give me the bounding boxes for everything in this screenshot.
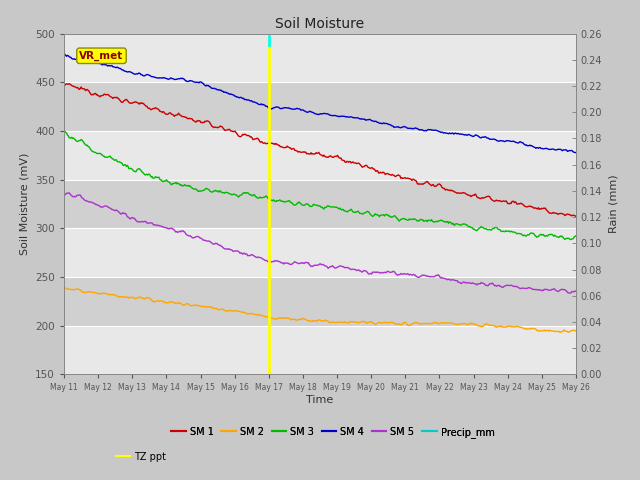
Bar [64, 131, 576, 180]
Text: VR_met: VR_met [79, 51, 124, 61]
Legend: SM 1, SM 2, SM 3, SM 4, SM 5, Precip_mm: SM 1, SM 2, SM 3, SM 4, SM 5, Precip_mm [167, 423, 499, 442]
Bar [64, 82, 576, 131]
Bar [64, 34, 576, 82]
Legend: TZ ppt: TZ ppt [111, 448, 170, 466]
Y-axis label: Soil Moisture (mV): Soil Moisture (mV) [20, 153, 29, 255]
Bar [64, 228, 576, 277]
Bar [64, 326, 576, 374]
X-axis label: Time: Time [307, 395, 333, 405]
Bar [64, 180, 576, 228]
Title: Soil Moisture: Soil Moisture [275, 17, 365, 31]
Bar [64, 277, 576, 326]
Y-axis label: Rain (mm): Rain (mm) [608, 175, 618, 233]
